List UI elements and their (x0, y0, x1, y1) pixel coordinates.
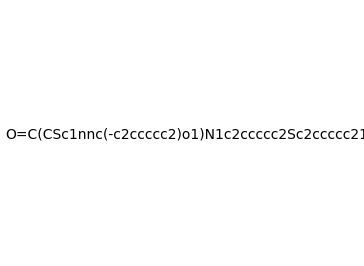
Text: O=C(CSc1nnc(-c2ccccc2)o1)N1c2ccccc2Sc2ccccc21: O=C(CSc1nnc(-c2ccccc2)o1)N1c2ccccc2Sc2cc… (5, 127, 364, 141)
